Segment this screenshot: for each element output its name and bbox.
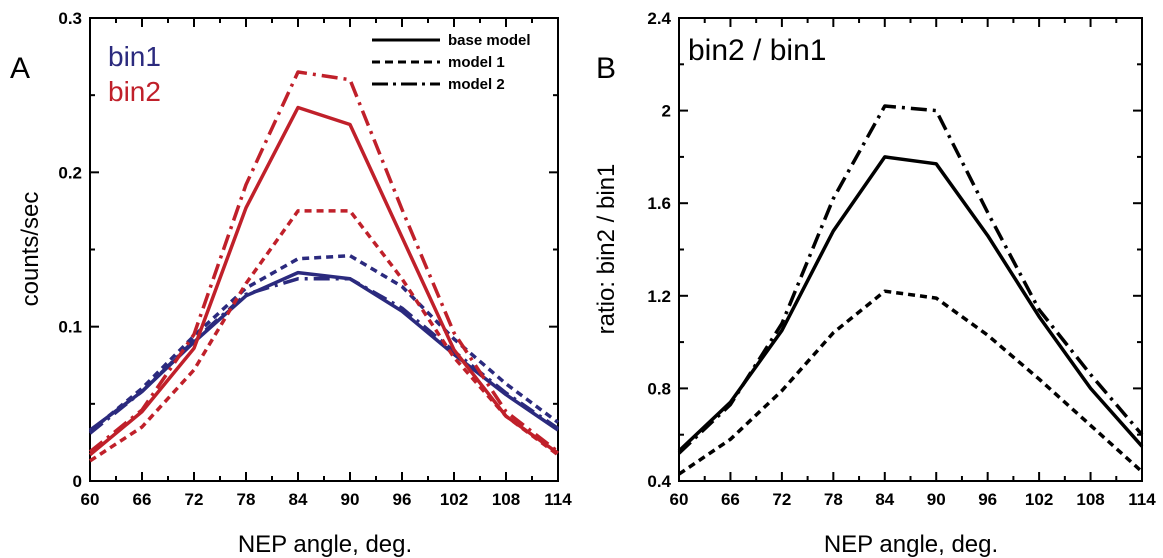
x-tick-label-b: 78 [824, 490, 843, 509]
x-tick-label-a: 90 [341, 490, 360, 509]
y-tick-label-a: 0.2 [58, 163, 82, 182]
x-tick-label-a: 72 [185, 490, 204, 509]
bin1-label: bin1 [108, 41, 161, 72]
series-line-dashdot-b [677, 104, 1144, 455]
x-tick-label-b: 108 [1076, 490, 1104, 509]
y-tick-label-a: 0 [73, 472, 82, 491]
y-axis-label-b: ratio: bin2 / bin1 [593, 164, 620, 335]
y-axis-label-a: counts/sec [17, 192, 44, 307]
x-tick-label-b: 60 [670, 490, 689, 509]
legend-label-model-2: model 2 [448, 76, 505, 93]
x-tick-label-b: 90 [927, 490, 946, 509]
series-line-bin1-dashdot-a [88, 277, 559, 435]
legend-label-base-model: base model [448, 32, 531, 49]
x-tick-label-a: 114 [544, 490, 572, 509]
legend-label-model-1: model 1 [448, 54, 505, 71]
bin2-label: bin2 [108, 76, 161, 107]
x-tick-label-b: 102 [1025, 490, 1053, 509]
series-line-solid-b [677, 155, 1144, 453]
y-tick-label-b: 1.2 [647, 287, 671, 306]
x-tick-label-b: 114 [1128, 490, 1156, 509]
x-tick-label-b: 66 [721, 490, 740, 509]
y-tick-label-a: 0.1 [58, 318, 82, 337]
x-tick-label-b: 72 [772, 490, 791, 509]
panel-b-title: bin2 / bin1 [688, 34, 826, 67]
panel-letter-b: B [596, 52, 616, 85]
plot-area-b [677, 104, 1144, 476]
plot-area-a [88, 70, 560, 463]
x-axis-label-a: NEP angle, deg. [238, 531, 412, 558]
x-tick-label-a: 108 [492, 490, 520, 509]
y-tick-label-b: 0.4 [647, 472, 671, 491]
x-axis-label-b: NEP angle, deg. [824, 531, 998, 558]
series-line-bin1-dashed-a [88, 253, 560, 433]
y-tick-label-b: 1.6 [647, 194, 671, 213]
series-line-dashed-b [678, 289, 1144, 476]
plot-frame-b [678, 17, 1143, 482]
x-tick-label-a: 60 [81, 490, 100, 509]
y-tick-label-b: 2.4 [647, 9, 671, 28]
legend: base model model 1 model 2 [372, 32, 531, 93]
series-line-bin2-solid-a [88, 105, 560, 457]
y-tick-label-b: 0.8 [647, 379, 671, 398]
x-tick-label-b: 84 [875, 490, 894, 509]
axis-ticks-a: 60 66 72 78 84 90 96 102 108 114 0 0.1 0.2 0.3 [58, 9, 572, 509]
x-tick-label-a: 78 [237, 490, 256, 509]
panel-letter-a: A [10, 52, 30, 85]
panel-a: A 60 66 72 78 84 90 96 102 108 114 0 0.1 0.2 0.3 NEP … [10, 9, 572, 558]
x-tick-label-a: 84 [289, 490, 308, 509]
y-tick-label-b: 2 [662, 102, 671, 121]
panel-b: B 60 66 72 78 84 90 96 102 108 114 0.4 0.8 1.2 1.6 2 2.… [593, 9, 1156, 558]
y-tick-label-a: 0.3 [58, 9, 82, 28]
series-line-bin2-dashdot-a [88, 70, 560, 454]
x-tick-label-a: 66 [133, 490, 152, 509]
axis-ticks-b: 60 66 72 78 84 90 96 102 108 114 0.4 0.8 1.2 1.6 2 2.4 [647, 9, 1156, 509]
x-tick-label-b: 96 [978, 490, 997, 509]
x-tick-label-a: 102 [440, 490, 468, 509]
x-tick-label-a: 96 [393, 490, 412, 509]
series-line-bin2-dashed-a [89, 209, 560, 463]
